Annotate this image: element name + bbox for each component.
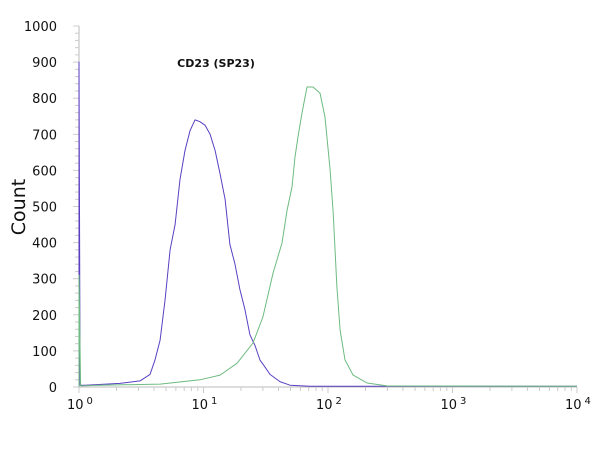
y-tick-label: 300: [32, 273, 57, 288]
x-tick-base: 10: [67, 398, 84, 413]
x-tick-label: 10 3: [441, 396, 467, 413]
series-group: [78, 61, 578, 387]
y-tick-label: 900: [32, 56, 57, 71]
series-line-1: [78, 61, 577, 387]
y-tick-label: 600: [32, 164, 57, 179]
x-tick-base: 10: [192, 398, 209, 413]
x-tick-label: 10 2: [316, 396, 342, 413]
x-tick-base: 10: [441, 398, 458, 413]
x-tick-label: 10 4: [565, 396, 591, 413]
x-tick-exponent: 2: [336, 396, 342, 407]
x-tick-exponent: 3: [460, 396, 466, 407]
y-tick-label: 0: [49, 381, 57, 396]
y-tick-label: 700: [32, 128, 57, 143]
y-tick-label: 100: [32, 345, 57, 360]
y-axis-label: Count: [8, 179, 30, 235]
x-tick-exponent: 0: [87, 396, 93, 407]
series-line-2: [78, 86, 578, 387]
x-tick-exponent: 1: [211, 396, 217, 407]
x-tick-exponent: 4: [585, 396, 591, 407]
x-tick-base: 10: [565, 398, 582, 413]
y-tick-label: 800: [32, 92, 57, 107]
x-tick-label: 10 1: [192, 396, 218, 413]
x-tick-label: 10 0: [67, 396, 93, 413]
x-tick-base: 10: [316, 398, 333, 413]
y-tick-label: 1000: [24, 20, 57, 35]
y-tick-label: 200: [32, 309, 57, 324]
y-tick-label: 500: [32, 201, 57, 216]
chart-title: CD23 (SP23): [177, 57, 255, 70]
y-tick-label: 400: [32, 237, 57, 252]
